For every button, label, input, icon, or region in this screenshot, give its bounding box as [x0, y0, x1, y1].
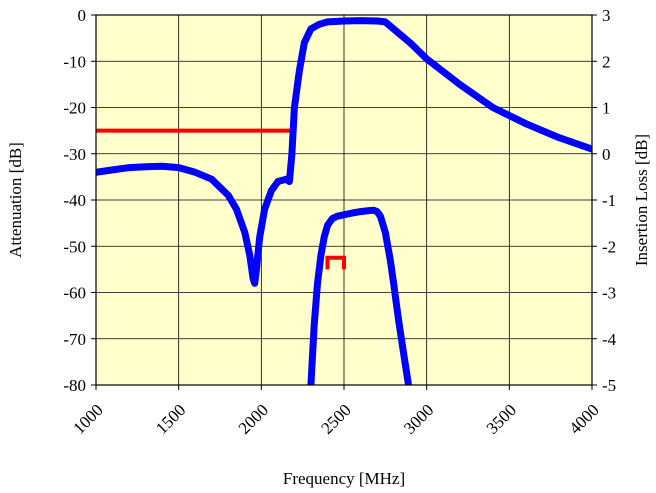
y-right-tick-label: -2 — [602, 237, 616, 256]
x-tick-label: 3000 — [400, 400, 437, 437]
x-tick-label: 4000 — [565, 400, 602, 437]
y-left-tick-label: -40 — [63, 191, 86, 210]
y-axis-right-title: Insertion Loss [dB] — [632, 134, 651, 266]
spec-line-2 — [325, 255, 346, 270]
x-tick-label: 3500 — [483, 400, 520, 437]
ticks — [91, 14, 597, 390]
y-right-tick-label: 1 — [602, 99, 611, 118]
y-left-tick-label: -10 — [63, 52, 86, 71]
x-axis-title: Frequency [MHz] — [283, 469, 405, 488]
y-left-tick-label: 0 — [78, 6, 87, 25]
series-group — [96, 17, 592, 385]
y-left-tick-label: -70 — [63, 330, 86, 349]
y-right-tick-label: -3 — [602, 284, 616, 303]
x-tick-label: 1000 — [69, 400, 106, 437]
y-right-tick-label: -4 — [602, 330, 617, 349]
y-right-tick-label: -5 — [602, 376, 616, 395]
y-right-tick-label: 0 — [602, 145, 611, 164]
y-right-tick-label: 2 — [602, 52, 611, 71]
series-layer — [96, 17, 592, 385]
y-left-tick-label: -30 — [63, 145, 86, 164]
y-right-tick-label: -1 — [602, 191, 616, 210]
y-right-tick-label: 3 — [602, 6, 611, 25]
x-tick-label: 2000 — [235, 400, 272, 437]
y-left-tick-label: -60 — [63, 284, 86, 303]
y-left-tick-label: -50 — [63, 237, 86, 256]
x-tick-label: 2500 — [317, 400, 354, 437]
series-line-1 — [96, 17, 592, 287]
series-line-2 — [307, 206, 412, 385]
x-tick-label: 1500 — [152, 400, 189, 437]
y-axis-left-title: Attenuation [dB] — [6, 142, 25, 258]
y-left-tick-label: -20 — [63, 99, 86, 118]
y-left-tick-label: -80 — [63, 376, 86, 395]
